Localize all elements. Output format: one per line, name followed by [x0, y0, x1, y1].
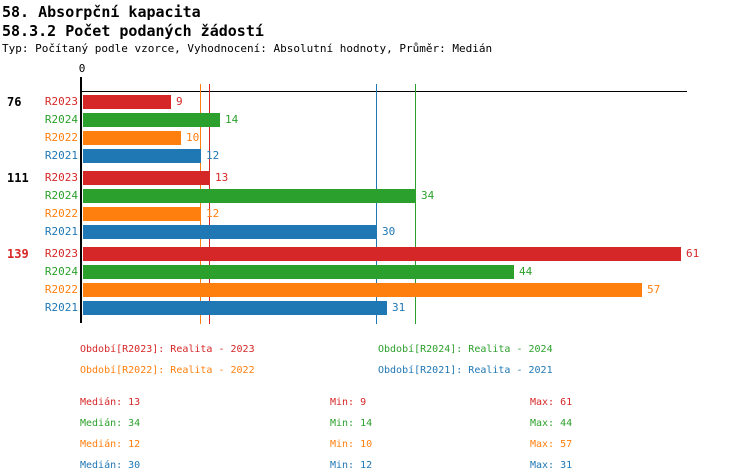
x-axis-origin-label: 0 [78, 62, 86, 75]
bar-R2024-group-111 [83, 189, 416, 203]
report-meta-line: Typ: Počítaný podle vzorce, Vyhodnocení:… [2, 42, 493, 55]
series-label-R2024-group-111: R2024 [44, 189, 78, 202]
series-label-R2022-group-139: R2022 [44, 283, 78, 296]
bar-value-R2024-group-111: 34 [421, 189, 435, 202]
legend-item-R2021: Období[R2021]: Realita - 2021 [378, 365, 553, 376]
median-line-R2024 [415, 84, 416, 324]
bar-R2022-group-76 [83, 131, 181, 145]
bar-R2024-group-139 [83, 265, 514, 279]
series-label-R2023-group-139: R2023 [44, 247, 78, 260]
stats-min-R2022: Min: 10 [330, 439, 373, 450]
median-line-R2023 [209, 84, 210, 324]
series-label-R2021-group-111: R2021 [44, 225, 78, 238]
bar-value-R2024-group-139: 44 [519, 265, 533, 278]
stats-row-R2024: Medián: 34 Min: 14 Max: 44 [80, 417, 700, 431]
bar-R2023-group-76 [83, 95, 171, 109]
stats-median-R2021: Medián: 30 [80, 460, 141, 471]
bar-value-R2022-group-111: 12 [206, 207, 220, 220]
group-label-76: 76 [7, 95, 22, 109]
median-line-R2021 [376, 84, 377, 324]
bar-value-R2023-group-139: 61 [686, 247, 700, 260]
stats-min-R2023: Min: 9 [330, 397, 367, 408]
bar-value-R2021-group-76: 12 [206, 149, 220, 162]
stats-median-R2023: Medián: 13 [80, 397, 141, 408]
legend-item-R2022: Období[R2022]: Realita - 2022 [80, 365, 255, 376]
median-line-R2022 [200, 84, 201, 324]
series-label-R2022-group-76: R2022 [44, 131, 78, 144]
stats-median-R2022: Medián: 12 [80, 439, 141, 450]
bar-R2021-group-111 [83, 225, 377, 239]
stats-median-R2024: Medián: 34 [80, 418, 141, 429]
bar-value-R2022-group-76: 10 [186, 131, 200, 144]
legend-item-R2024: Období[R2024]: Realita - 2024 [378, 344, 553, 355]
stats-row-R2023: Medián: 13 Min: 9 Max: 61 [80, 396, 700, 410]
series-label-R2024-group-76: R2024 [44, 113, 78, 126]
report-subtitle: 58.3.2 Počet podaných žádostí [2, 22, 264, 40]
stats-max-R2022: Max: 57 [530, 439, 573, 450]
group-label-111: 111 [7, 171, 29, 185]
stats-min-R2021: Min: 12 [330, 460, 373, 471]
bar-value-R2023-group-76: 9 [176, 95, 183, 108]
bar-value-R2021-group-139: 31 [392, 301, 406, 314]
y-axis-line [80, 77, 82, 323]
bar-chart: 0 76 R2023 9 R2024 14 R2022 10 R2021 12 111 R2023 1… [7, 62, 700, 324]
group-label-139: 139 [7, 247, 29, 261]
series-label-R2023-group-76: R2023 [44, 95, 78, 108]
bar-value-R2022-group-139: 57 [647, 283, 661, 296]
bar-R2022-group-139 [83, 283, 642, 297]
series-label-R2022-group-111: R2022 [44, 207, 78, 220]
stats-max-R2021: Max: 31 [530, 460, 573, 471]
series-label-R2021-group-139: R2021 [44, 301, 78, 314]
bar-R2024-group-76 [83, 113, 220, 127]
legend-item-R2023: Období[R2023]: Realita - 2023 [80, 344, 255, 355]
x-axis-top-line [82, 91, 687, 92]
bar-R2023-group-111 [83, 171, 210, 185]
bar-value-R2024-group-76: 14 [225, 113, 239, 126]
bar-R2021-group-139 [83, 301, 387, 315]
report-title: 58. Absorpční kapacita [2, 3, 201, 21]
bar-R2021-group-76 [83, 149, 201, 163]
stats-max-R2024: Max: 44 [530, 418, 573, 429]
stats-min-R2024: Min: 14 [330, 418, 373, 429]
series-label-R2021-group-76: R2021 [44, 149, 78, 162]
series-label-R2024-group-139: R2024 [44, 265, 78, 278]
stats-row-R2022: Medián: 12 Min: 10 Max: 57 [80, 438, 700, 452]
series-label-R2023-group-111: R2023 [44, 171, 78, 184]
bar-R2022-group-111 [83, 207, 201, 221]
stats-max-R2023: Max: 61 [530, 397, 573, 408]
bar-R2023-group-139 [83, 247, 681, 261]
bar-value-R2021-group-111: 30 [382, 225, 396, 238]
stats-row-R2021: Medián: 30 Min: 12 Max: 31 [80, 459, 700, 473]
bar-value-R2023-group-111: 13 [215, 171, 229, 184]
